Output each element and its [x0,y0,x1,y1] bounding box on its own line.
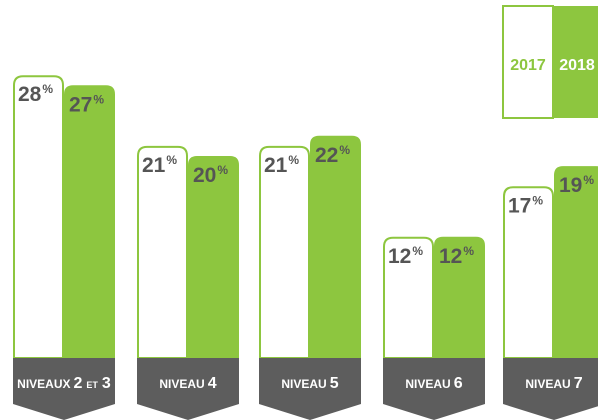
bar-2018-3 [310,136,361,358]
category-label-3: NIVEAU 5 [281,375,338,392]
bar-2017-1 [14,76,63,358]
category-label-5: NIVEAU 7 [525,375,582,392]
category-label-2: NIVEAU 4 [159,375,216,392]
legend: 2017 2018 [503,6,598,118]
bar-2017-2 [138,147,187,358]
legend-label-2017: 2017 [510,57,546,74]
bar-2017-3 [260,147,309,358]
category-label-4: NIVEAU 6 [405,375,462,392]
category-labels: NIVEAUX 2 ET 3 NIVEAU 4 NIVEAU 5 NIVEAU 6 NIVEAU 7 [13,358,598,420]
legend-label-2018: 2018 [559,57,595,74]
bar-2018-1 [64,85,115,358]
